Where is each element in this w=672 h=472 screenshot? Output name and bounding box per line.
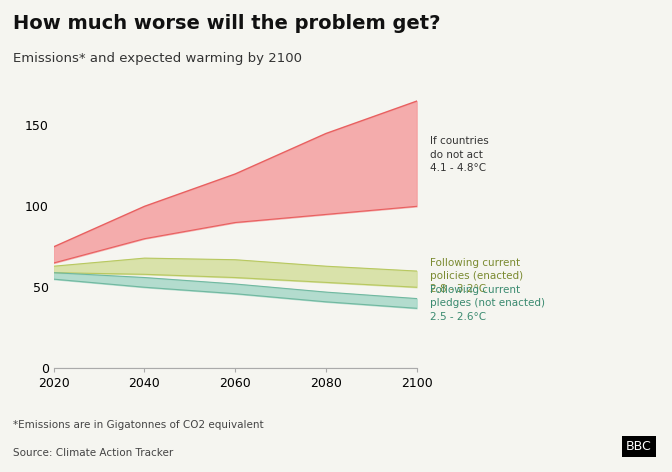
- Text: Following current
pledges (not enacted)
2.5 - 2.6°C: Following current pledges (not enacted) …: [430, 285, 545, 321]
- Text: Source: Climate Action Tracker: Source: Climate Action Tracker: [13, 448, 173, 458]
- Text: Emissions* and expected warming by 2100: Emissions* and expected warming by 2100: [13, 52, 302, 65]
- Text: BBC: BBC: [626, 440, 652, 453]
- Text: If countries
do not act
4.1 - 4.8°C: If countries do not act 4.1 - 4.8°C: [430, 136, 489, 173]
- Text: Following current
policies (enacted)
2.8 - 3.2°C: Following current policies (enacted) 2.8…: [430, 258, 523, 294]
- Text: *Emissions are in Gigatonnes of CO2 equivalent: *Emissions are in Gigatonnes of CO2 equi…: [13, 420, 264, 430]
- Text: How much worse will the problem get?: How much worse will the problem get?: [13, 14, 441, 33]
